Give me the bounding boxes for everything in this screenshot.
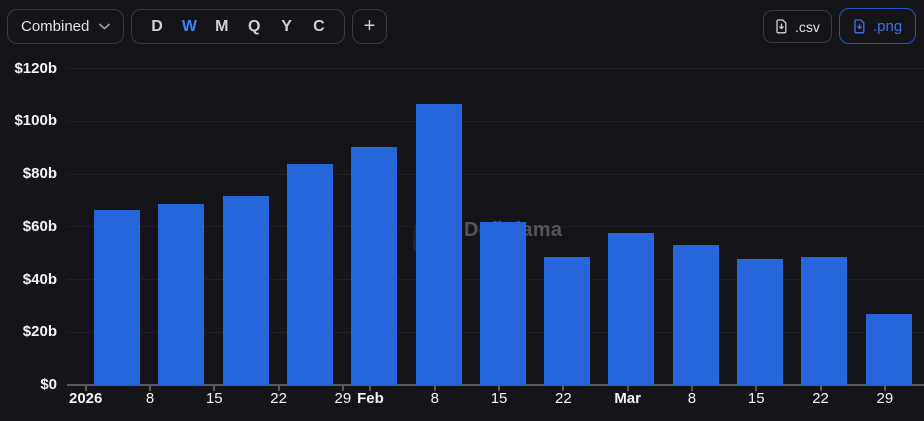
bar[interactable] xyxy=(801,256,848,386)
bar[interactable] xyxy=(94,210,141,386)
bar[interactable] xyxy=(158,203,205,386)
x-axis-tick xyxy=(213,386,216,391)
x-axis-tick xyxy=(341,386,344,391)
combined-dropdown-label: Combined xyxy=(21,18,90,35)
x-axis-tick xyxy=(277,386,280,391)
bar[interactable] xyxy=(222,196,269,386)
y-axis-label: $0 xyxy=(40,376,57,394)
bar[interactable] xyxy=(479,221,526,386)
bar[interactable] xyxy=(865,314,912,386)
bar[interactable] xyxy=(544,257,591,386)
x-axis-tick xyxy=(626,386,629,391)
x-axis-label: 22 xyxy=(270,390,287,407)
x-axis-label: Feb xyxy=(357,390,384,407)
gridline xyxy=(67,68,924,70)
y-axis-label: $100b xyxy=(14,112,57,130)
x-axis-tick xyxy=(883,386,886,391)
x-axis-tick xyxy=(755,386,758,391)
period-option-y[interactable]: Y xyxy=(281,18,292,35)
gridline xyxy=(67,331,924,333)
x-axis-label: 29 xyxy=(876,390,894,407)
export-png-button[interactable]: .png xyxy=(839,8,917,44)
x-axis-label: 15 xyxy=(747,390,765,407)
bar[interactable] xyxy=(287,163,334,386)
x-axis-tick xyxy=(498,386,501,391)
period-option-w[interactable]: W xyxy=(181,18,197,35)
x-axis-label: 29 xyxy=(334,390,352,407)
gridline xyxy=(67,120,924,122)
period-option-m[interactable]: M xyxy=(215,18,229,35)
export-csv-label: .csv xyxy=(795,18,820,35)
x-axis-label: 22 xyxy=(555,390,572,407)
x-axis-tick xyxy=(433,386,436,391)
gridline xyxy=(67,173,924,175)
x-axis-tick xyxy=(562,386,565,391)
y-axis-label: $80b xyxy=(22,165,57,183)
bar[interactable] xyxy=(351,146,398,386)
y-axis-label: $60b xyxy=(22,217,57,235)
x-axis-label: 8 xyxy=(687,390,697,407)
x-axis-tick xyxy=(690,386,693,391)
x-axis-label: 22 xyxy=(812,390,829,407)
export-png-label: .png xyxy=(873,17,903,35)
add-metric-button[interactable]: + xyxy=(352,9,387,44)
x-axis-label: 8 xyxy=(145,390,155,407)
x-axis-tick xyxy=(148,386,151,391)
bar[interactable] xyxy=(737,258,783,386)
chevron-down-icon xyxy=(99,23,110,30)
x-axis-tick xyxy=(819,386,822,391)
bar[interactable] xyxy=(672,244,719,386)
x-axis-tick xyxy=(84,386,87,391)
file-download-icon xyxy=(853,18,866,34)
y-axis-label: $120b xyxy=(14,59,57,77)
period-option-c[interactable]: C xyxy=(313,18,325,35)
x-axis-label: 2026 xyxy=(69,390,103,407)
file-download-icon xyxy=(775,19,788,34)
period-option-q[interactable]: Q xyxy=(247,18,261,35)
x-axis-tick xyxy=(369,386,372,391)
gridline xyxy=(67,279,924,281)
plus-icon: + xyxy=(363,15,376,37)
combined-dropdown[interactable]: Combined xyxy=(7,9,124,44)
x-axis-line xyxy=(67,384,924,386)
defillama-logo-icon xyxy=(401,202,459,265)
period-option-d[interactable]: D xyxy=(151,18,163,35)
y-axis-label: $20b xyxy=(22,323,57,341)
export-csv-button[interactable]: .csv xyxy=(763,10,832,43)
bar[interactable] xyxy=(608,233,655,386)
x-axis-label: 8 xyxy=(430,390,439,407)
x-axis-label: 15 xyxy=(490,390,508,407)
y-axis-label: $40b xyxy=(22,270,57,288)
defillama-watermark-text: DefiLlama xyxy=(464,219,563,241)
x-axis-label: 15 xyxy=(205,390,223,407)
x-axis-label: Mar xyxy=(614,390,641,407)
